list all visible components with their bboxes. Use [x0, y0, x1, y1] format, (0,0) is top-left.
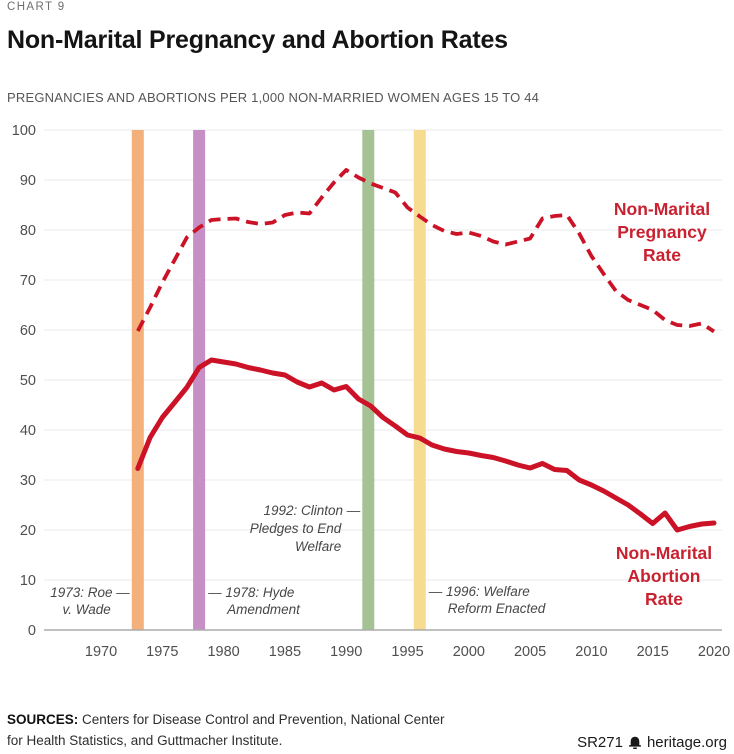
y-tick-label-80: 80	[20, 223, 36, 239]
chart-subtitle: PREGNANCIES AND ABORTIONS PER 1,000 NON-…	[7, 90, 540, 105]
pregnancy-rate-line	[136, 168, 716, 334]
sources-label: SOURCES:	[7, 712, 79, 727]
page-title: Non-Marital Pregnancy and Abortion Rates	[7, 26, 508, 54]
pregnancy-rate-label-line3: Rate	[643, 245, 681, 265]
event-band-welfare-reform	[413, 130, 426, 630]
y-tick-label-0: 0	[28, 623, 36, 639]
x-tick-label-2020: 2020	[698, 644, 730, 660]
chart-number: CHART 9	[7, 1, 66, 13]
sources-text: Centers for Disease Control and Preventi…	[7, 712, 445, 748]
x-tick-label-1985: 1985	[269, 644, 301, 660]
sources-note: SOURCES: Centers for Disease Control and…	[7, 709, 507, 751]
event-label-roe-v-wade-line2: v. Wade	[63, 602, 111, 617]
event-label-clinton-pledge-line3: Welfare	[295, 539, 341, 554]
event-label-hyde-amendment-line2: Amendment	[226, 602, 301, 617]
x-tick-label-1995: 1995	[391, 644, 423, 660]
x-tick-label-2015: 2015	[637, 644, 669, 660]
abortion-rate-label-line1: Non-Marital	[616, 543, 712, 563]
x-tick-label-1990: 1990	[330, 644, 362, 660]
abortion-rate-label-line2: Abortion	[628, 566, 701, 586]
report-credit: SR271 heritage.org	[577, 734, 727, 751]
y-tick-label-50: 50	[20, 373, 36, 389]
event-band-clinton-pledge	[362, 130, 375, 630]
y-tick-label-30: 30	[20, 473, 36, 489]
heritage-bell-icon	[629, 736, 641, 749]
x-tick-label-2005: 2005	[514, 644, 546, 660]
abortion-rate-label-line3: Rate	[645, 589, 683, 609]
x-tick-label-1980: 1980	[207, 644, 239, 660]
y-tick-label-20: 20	[20, 523, 36, 539]
y-tick-label-40: 40	[20, 423, 36, 439]
event-label-clinton-pledge-line1: 1992: Clinton —	[263, 503, 360, 518]
y-tick-label-100: 100	[12, 123, 36, 139]
pregnancy-rate-label-line1: Non-Marital	[614, 199, 710, 219]
y-tick-label-60: 60	[20, 323, 36, 339]
y-tick-label-70: 70	[20, 273, 36, 289]
y-tick-label-90: 90	[20, 173, 36, 189]
abortion-rate-line	[135, 357, 717, 533]
event-band-hyde-amendment	[193, 130, 206, 630]
report-id: SR271	[577, 734, 623, 751]
event-label-hyde-amendment-line1: — 1978: Hyde	[207, 585, 294, 600]
event-label-welfare-reform-line2: Reform Enacted	[448, 601, 546, 616]
event-band-roe-v-wade	[131, 130, 144, 630]
pregnancy-rate-label-line2: Pregnancy	[617, 222, 707, 242]
event-label-roe-v-wade-line1: 1973: Roe —	[50, 585, 130, 600]
y-tick-label-10: 10	[20, 573, 36, 589]
line-chart: 0 10 20 30 40 50 60 70 80 90 100 1970 1975 1980 1985 19…	[12, 123, 730, 660]
x-tick-label-1970: 1970	[85, 644, 117, 660]
x-tick-label-2010: 2010	[575, 644, 607, 660]
x-tick-label-1975: 1975	[146, 644, 178, 660]
x-tick-label-2000: 2000	[453, 644, 485, 660]
site-link: heritage.org	[646, 734, 727, 751]
event-label-clinton-pledge-line2: Pledges to End	[250, 521, 342, 536]
event-label-welfare-reform-line1: — 1996: Welfare	[428, 584, 530, 599]
